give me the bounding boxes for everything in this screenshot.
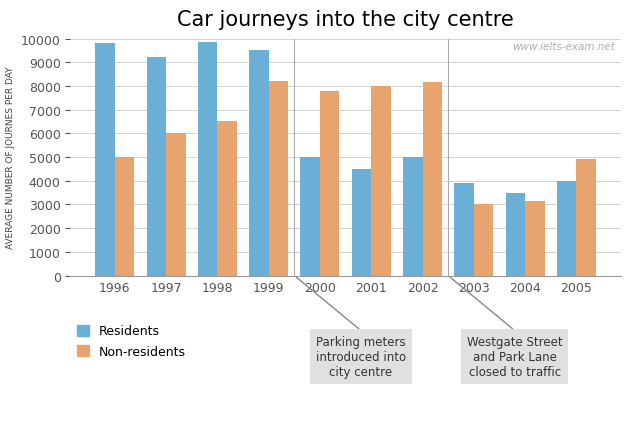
- Bar: [218, 122, 237, 276]
- Bar: [557, 181, 576, 276]
- Bar: [422, 83, 442, 276]
- Bar: [403, 158, 422, 276]
- Bar: [371, 87, 390, 276]
- Text: www.ielts-exam.net: www.ielts-exam.net: [513, 42, 615, 52]
- Y-axis label: AVERAGE NUMBER OF JOURNES PER DAY: AVERAGE NUMBER OF JOURNES PER DAY: [6, 67, 15, 249]
- Bar: [506, 193, 525, 276]
- Bar: [198, 43, 218, 276]
- Bar: [576, 160, 596, 276]
- Bar: [525, 201, 545, 276]
- Text: Parking meters
introduced into
city centre: Parking meters introduced into city cent…: [316, 335, 406, 378]
- Bar: [95, 44, 115, 276]
- Bar: [454, 184, 474, 276]
- Bar: [166, 134, 186, 276]
- Title: Car journeys into the city centre: Car journeys into the city centre: [177, 10, 514, 29]
- Bar: [249, 51, 269, 276]
- Bar: [115, 158, 134, 276]
- Bar: [301, 158, 320, 276]
- Bar: [269, 82, 288, 276]
- Bar: [352, 170, 371, 276]
- Bar: [320, 92, 339, 276]
- Text: Westgate Street
and Park Lane
closed to traffic: Westgate Street and Park Lane closed to …: [467, 335, 563, 378]
- Legend: Residents, Non-residents: Residents, Non-residents: [77, 325, 186, 358]
- Bar: [147, 58, 166, 276]
- Bar: [474, 205, 493, 276]
